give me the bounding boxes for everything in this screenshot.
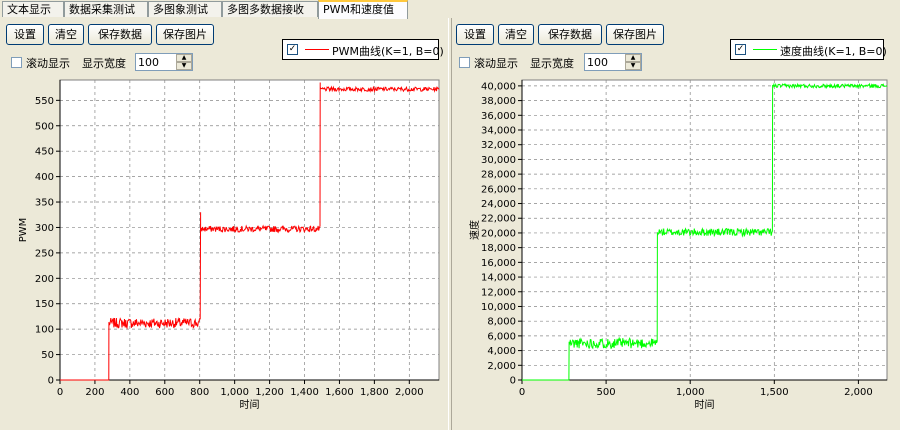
y-tick-label: 28,000	[481, 170, 516, 181]
clear-button[interactable]: 清空	[498, 24, 534, 45]
tab-data-collection-test[interactable]: 数据采集测试	[64, 1, 148, 17]
spin-up-icon[interactable]: ▲	[625, 54, 641, 62]
speed-chart: 0 500 1,000 1,500 2,000 0 2,000 4,000 6,000 8,000…	[468, 79, 888, 411]
x-tick-label: 600	[155, 387, 174, 398]
y-tick-label: 550	[35, 96, 54, 107]
y-tick-label: 8,000	[487, 317, 516, 328]
y-axis-label: 速度	[468, 220, 481, 240]
x-tick-label: 500	[597, 387, 616, 398]
x-tick-label: 1,600	[325, 387, 354, 398]
x-tick-label: 1,000	[676, 387, 705, 398]
x-tick-label: 1,000	[220, 387, 249, 398]
x-tick-label: 1,400	[290, 387, 319, 398]
y-tick-label: 36,000	[481, 111, 516, 122]
x-tick-label: 1,800	[360, 387, 389, 398]
display-width-input[interactable]	[586, 55, 624, 69]
y-tick-label: 4,000	[487, 346, 516, 357]
scroll-display-checkbox[interactable]	[11, 57, 22, 68]
y-tick-label: 100	[35, 325, 54, 336]
y-tick-label: 2,000	[487, 361, 516, 372]
y-tick-label: 14,000	[481, 273, 516, 284]
y-tick-label: 250	[35, 248, 54, 259]
x-tick-label: 1,500	[760, 387, 789, 398]
y-tick-label: 350	[35, 198, 54, 209]
y-tick-label: 38,000	[481, 96, 516, 107]
y-tick-label: 200	[35, 274, 54, 285]
x-tick-label: 0	[519, 387, 525, 398]
x-tick-label: 400	[120, 387, 139, 398]
clear-button[interactable]: 清空	[48, 24, 84, 45]
save-image-button[interactable]: 保存图片	[606, 24, 664, 45]
grid	[522, 80, 887, 380]
display-width-spinner[interactable]: ▲ ▼	[135, 53, 193, 71]
speed-legend: ✓ 速度曲线(K=1, B=0)	[730, 39, 887, 60]
y-tick-label: 50	[41, 350, 54, 361]
x-tick-label: 800	[190, 387, 209, 398]
x-tick-label: 0	[57, 387, 63, 398]
y-tick-label: 32,000	[481, 140, 516, 151]
y-tick-label: 300	[35, 223, 54, 234]
scroll-display-label: 滚动显示	[474, 57, 518, 70]
x-tick-label: 200	[85, 387, 104, 398]
legend-check-icon[interactable]: ✓	[287, 44, 298, 55]
y-tick-label: 450	[35, 147, 54, 158]
legend-line-swatch	[305, 49, 329, 50]
y-tick-label: 20,000	[481, 228, 516, 239]
y-tick-label: 18,000	[481, 243, 516, 254]
tab-multi-image-test[interactable]: 多图象测试	[148, 1, 222, 17]
pwm-legend: ✓ PWM曲线(K=1, B=0)	[282, 39, 444, 60]
x-axis-label: 时间	[695, 398, 715, 411]
plot-area	[521, 79, 888, 381]
spin-down-icon[interactable]: ▼	[625, 62, 641, 70]
y-tick-label: 500	[35, 121, 54, 132]
display-width-label: 显示宽度	[82, 57, 126, 70]
legend-check-icon[interactable]: ✓	[735, 44, 746, 55]
y-axis-label: PWM	[18, 218, 29, 243]
save-data-button[interactable]: 保存数据	[538, 24, 602, 45]
tab-pwm-speed[interactable]: PWM和速度值	[318, 0, 408, 19]
tab-bar: 文本显示 数据采集测试 多图象测试 多图多数据接收 PWM和速度值	[0, 0, 900, 19]
speed-panel: 设置 清空 保存数据 保存图片 滚动显示 显示宽度 ▲ ▼ ✓ 速度曲线(K=1…	[452, 18, 900, 430]
y-tick-label: 40,000	[481, 81, 516, 92]
spin-up-icon[interactable]: ▲	[176, 54, 192, 62]
save-data-button[interactable]: 保存数据	[88, 24, 152, 45]
pwm-panel: 设置 清空 保存数据 保存图片 滚动显示 显示宽度 ▲ ▼ ✓ PWM曲线(K=…	[0, 18, 448, 430]
y-tick-label: 22,000	[481, 214, 516, 225]
settings-button[interactable]: 设置	[6, 24, 44, 45]
y-tick-label: 12,000	[481, 287, 516, 298]
y-tick-label: 400	[35, 172, 54, 183]
y-tick-label: 26,000	[481, 184, 516, 195]
display-width-spinner[interactable]: ▲ ▼	[584, 53, 642, 71]
spin-down-icon[interactable]: ▼	[176, 62, 192, 70]
y-tick-label: 0	[48, 376, 54, 387]
scroll-display-checkbox[interactable]	[459, 57, 470, 68]
panel-divider[interactable]	[448, 18, 452, 430]
plot-area	[59, 79, 440, 381]
y-tick-label: 24,000	[481, 199, 516, 210]
y-tick-label: 34,000	[481, 126, 516, 137]
x-tick-label: 2,000	[395, 387, 424, 398]
display-width-label: 显示宽度	[530, 57, 574, 70]
pwm-chart: 0 200 400 600 800 1,000 1,200 1,400 1,600 1,800 2,…	[18, 79, 440, 411]
legend-line-swatch	[753, 49, 777, 50]
y-tick-label: 16,000	[481, 258, 516, 269]
x-axis-label: 时间	[240, 398, 260, 411]
legend-label: PWM曲线(K=1, B=0)	[332, 45, 444, 58]
settings-button[interactable]: 设置	[456, 24, 494, 45]
series-line	[522, 82, 888, 381]
y-tick-label: 6,000	[487, 331, 516, 342]
x-tick-label: 1,200	[255, 387, 284, 398]
y-tick-label: 150	[35, 299, 54, 310]
y-tick-label: 10,000	[481, 302, 516, 313]
display-width-input[interactable]	[137, 55, 175, 69]
x-tick-label: 2,000	[844, 387, 873, 398]
scroll-display-label: 滚动显示	[26, 57, 70, 70]
legend-label: 速度曲线(K=1, B=0)	[780, 45, 887, 58]
tab-multi-data-receive[interactable]: 多图多数据接收	[222, 1, 318, 17]
save-image-button[interactable]: 保存图片	[156, 24, 214, 45]
series-line	[60, 82, 440, 381]
tab-text-display[interactable]: 文本显示	[2, 1, 64, 17]
y-tick-label: 30,000	[481, 155, 516, 166]
y-tick-label: 0	[510, 376, 516, 387]
